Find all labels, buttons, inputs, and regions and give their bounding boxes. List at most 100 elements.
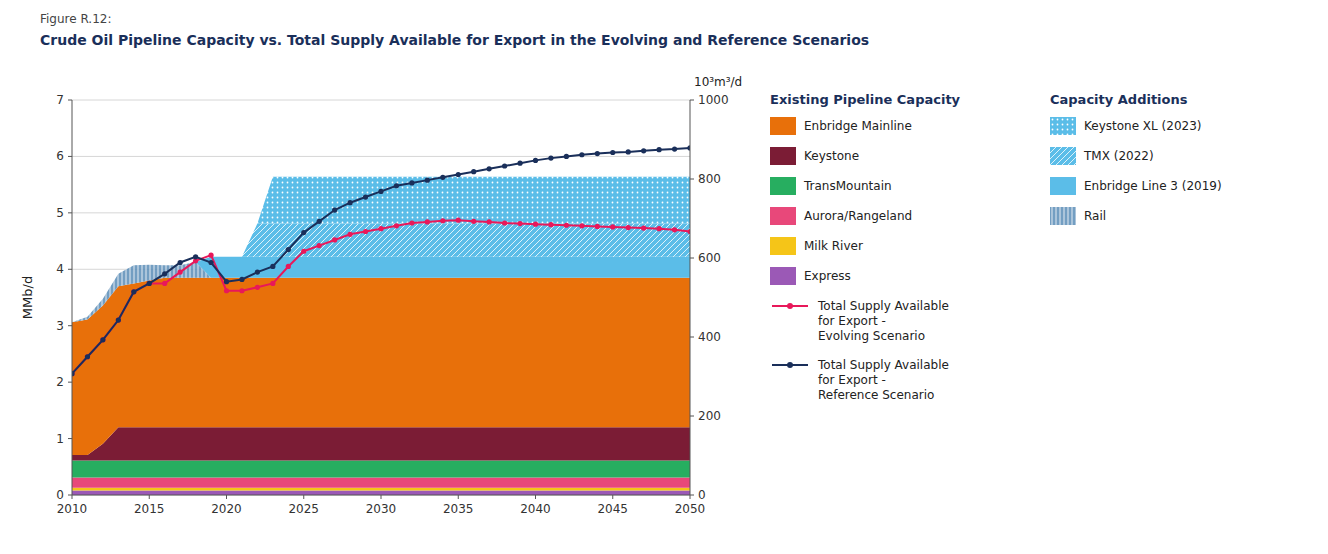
x-tick <box>381 495 382 499</box>
legend-swatch <box>1050 117 1076 135</box>
area <box>72 257 690 322</box>
legend-column: Existing Pipeline CapacityEnbridge Mainl… <box>770 92 1020 415</box>
legend-swatch <box>1050 147 1076 165</box>
legend-swatch <box>1050 177 1076 195</box>
x-tick <box>226 495 227 499</box>
y-tick-label: 6 <box>56 149 64 163</box>
y-tick <box>68 325 72 326</box>
point <box>579 152 584 157</box>
point <box>147 281 152 286</box>
point <box>672 227 677 232</box>
legend-swatch <box>770 147 796 165</box>
x-tick <box>535 495 536 499</box>
point <box>471 169 476 174</box>
point <box>85 354 90 359</box>
point <box>162 281 167 286</box>
point <box>440 175 445 180</box>
legend-swatch <box>770 267 796 285</box>
point <box>533 222 538 227</box>
y-tick <box>68 100 72 101</box>
figure-label: Figure R.12: <box>40 12 112 26</box>
x-tick-label: 2045 <box>597 502 628 516</box>
point <box>131 289 136 294</box>
point <box>517 161 522 166</box>
line <box>72 148 690 374</box>
point <box>100 337 105 342</box>
legend-marker <box>787 362 793 368</box>
y-tick <box>68 156 72 157</box>
grid-line <box>72 100 690 101</box>
legend-label: TMX (2022) <box>1084 147 1154 164</box>
point <box>317 219 322 224</box>
y-tick <box>68 269 72 270</box>
legend-box <box>770 207 796 225</box>
line <box>72 220 690 373</box>
legend-label: Aurora/Rangeland <box>804 207 912 224</box>
y2-tick-label: 600 <box>698 251 721 265</box>
point <box>208 253 213 258</box>
point <box>178 270 183 275</box>
legend-box <box>770 117 796 135</box>
y-tick <box>68 382 72 383</box>
point <box>131 289 136 294</box>
point <box>610 224 615 229</box>
y-tick-label: 2 <box>56 375 64 389</box>
x-tick-label: 2030 <box>366 502 397 516</box>
legend-box <box>1050 177 1076 195</box>
x-tick-label: 2020 <box>211 502 242 516</box>
y-tick-label: 0 <box>56 488 64 502</box>
x-tick-label: 2010 <box>57 502 88 516</box>
legend-column: Capacity AdditionsKeystone XL (2023)TMX … <box>1050 92 1300 415</box>
y2-tick <box>690 258 694 259</box>
point <box>162 271 167 276</box>
x-tick <box>458 495 459 499</box>
axes: 0123456702004006008001000201020152020202… <box>56 93 728 516</box>
x-tick-label: 2050 <box>675 502 706 516</box>
point <box>471 219 476 224</box>
legend-box <box>770 177 796 195</box>
legend-marker <box>787 303 793 309</box>
chart: 0123456702004006008001000201020152020202… <box>0 0 1328 554</box>
point <box>487 219 492 224</box>
x-tick <box>612 495 613 499</box>
y-tick-label: 4 <box>56 262 64 276</box>
y2-tick <box>690 179 694 180</box>
point <box>626 149 631 154</box>
plot-area <box>72 145 690 495</box>
y-tick <box>68 212 72 213</box>
point <box>332 237 337 242</box>
y-tick <box>68 438 72 439</box>
point <box>394 183 399 188</box>
point <box>363 229 368 234</box>
point <box>517 221 522 226</box>
point <box>116 317 121 322</box>
point <box>533 158 538 163</box>
legend-item: Total Supply Available for Export - Refe… <box>770 356 1020 403</box>
legend-swatch <box>770 117 796 135</box>
point <box>378 189 383 194</box>
legend-label: TransMountain <box>804 177 892 194</box>
point <box>456 172 461 177</box>
chart-title: Crude Oil Pipeline Capacity vs. Total Su… <box>40 32 1300 48</box>
legend-item: TMX (2022) <box>1050 147 1300 165</box>
point <box>270 264 275 269</box>
legend-label: Keystone <box>804 147 859 164</box>
point <box>332 207 337 212</box>
legend-item: TransMountain <box>770 177 1020 195</box>
x-tick <box>72 495 73 499</box>
point <box>595 224 600 229</box>
legend-label: Enbridge Mainline <box>804 117 912 134</box>
point <box>301 230 306 235</box>
legend-item: Aurora/Rangeland <box>770 207 1020 225</box>
point <box>564 154 569 159</box>
point <box>657 147 662 152</box>
y-tick-label: 5 <box>56 206 64 220</box>
legend: Existing Pipeline CapacityEnbridge Mainl… <box>770 92 1310 415</box>
area <box>72 490 690 495</box>
point <box>595 151 600 156</box>
point <box>626 225 631 230</box>
y2-tick-label: 800 <box>698 172 721 186</box>
point <box>317 243 322 248</box>
point <box>255 285 260 290</box>
point <box>348 232 353 237</box>
